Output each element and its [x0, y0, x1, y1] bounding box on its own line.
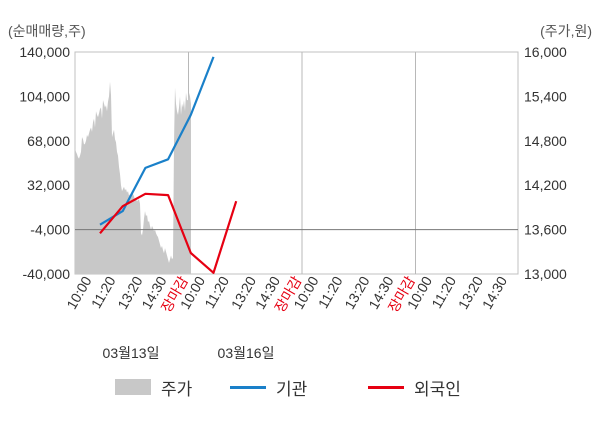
x-axis: 10:0011:2013:2014:30장마감10:0011:2013:2014…	[63, 273, 510, 315]
left-tick-label: 104,000	[19, 88, 70, 104]
left-unit-label: (순매매량,주)	[8, 23, 86, 39]
legend: 주가 기관 외국인	[0, 372, 600, 402]
x-tick-label: 11:20	[201, 273, 232, 311]
right-tick-label: 15,400	[524, 88, 567, 104]
right-tick-label: 16,000	[524, 44, 567, 60]
x-tick-label: 11:20	[88, 273, 119, 311]
left-tick-label: 32,000	[27, 177, 70, 193]
left-tick-label: 68,000	[27, 133, 70, 149]
legend-swatch-price	[115, 379, 151, 395]
right-tick-label: 13,000	[524, 266, 567, 282]
series-line-institution	[99, 56, 215, 226]
left-tick-label: -40,000	[23, 266, 71, 282]
legend-label-foreign: 외국인	[414, 379, 461, 399]
legend-item-institution: 기관	[230, 372, 307, 402]
legend-swatch-institution	[230, 385, 266, 389]
x-tick-label: 14:30	[479, 273, 510, 312]
right-unit-label: (주가,원)	[540, 23, 592, 39]
date-labels: 03월13일 03월16일	[103, 345, 275, 361]
date-label: 03월16일	[218, 345, 275, 361]
right-tick-label: 14,800	[524, 133, 567, 149]
legend-label-price: 주가	[161, 379, 193, 399]
legend-item-price: 주가	[115, 372, 192, 402]
legend-item-foreign: 외국인	[368, 372, 461, 402]
chart-svg: (순매매량,주) (주가,원) 140,000 104,000 68,000 32,0…	[8, 23, 592, 361]
price-area	[75, 81, 191, 274]
right-axis: 16,000 15,400 14,800 14,200 13,600 13,000	[524, 44, 567, 282]
price-area-layer	[75, 81, 191, 274]
investor-lines-layer	[99, 56, 238, 274]
right-tick-label: 13,600	[524, 222, 567, 238]
right-tick-label: 14,200	[524, 177, 567, 193]
x-tick-label: 11:20	[428, 273, 459, 311]
x-tick-label: 11:20	[315, 273, 346, 311]
legend-swatch-foreign	[368, 385, 404, 389]
series-line-foreign	[99, 192, 238, 274]
left-axis: 140,000 104,000 68,000 32,000 -4,000 -40,000	[19, 44, 70, 282]
left-tick-label: 140,000	[19, 44, 70, 60]
date-label: 03월13일	[103, 345, 160, 361]
legend-label-institution: 기관	[276, 379, 308, 399]
left-tick-label: -4,000	[30, 222, 70, 238]
